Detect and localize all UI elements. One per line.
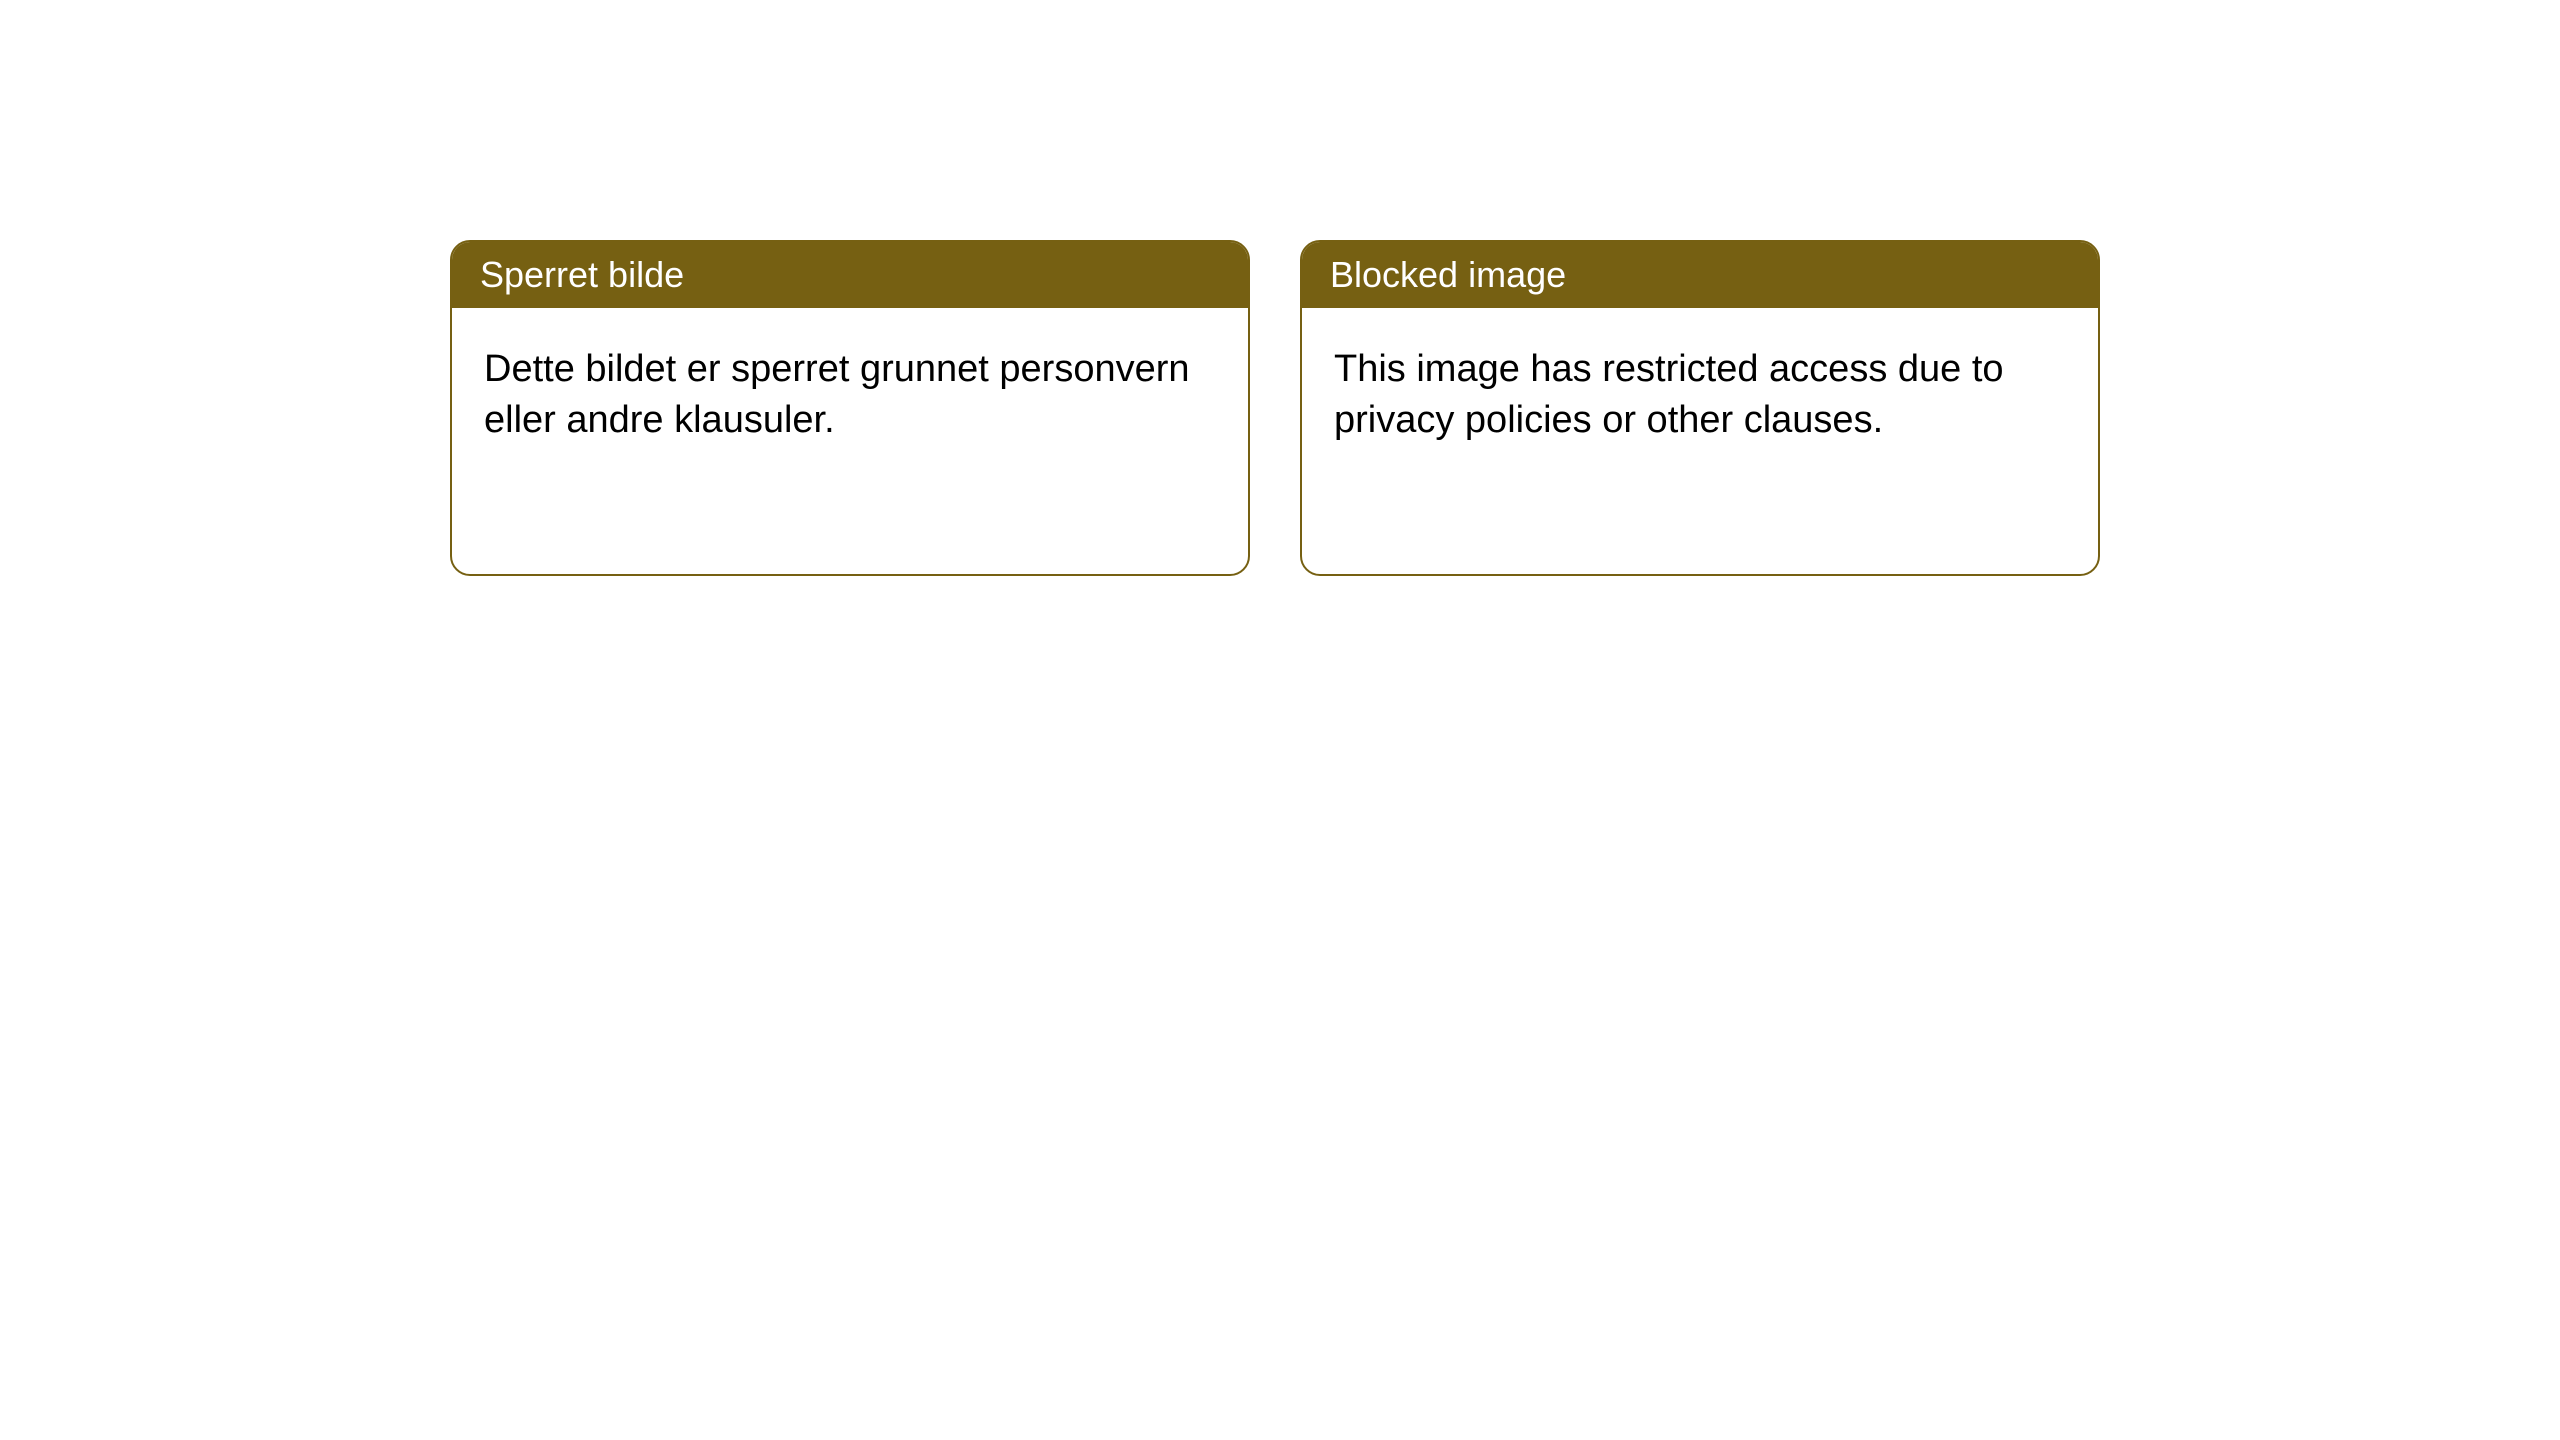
notice-header: Sperret bilde bbox=[452, 242, 1248, 308]
notice-body: This image has restricted access due to … bbox=[1302, 308, 2098, 483]
notice-container: Sperret bilde Dette bildet er sperret gr… bbox=[0, 0, 2560, 576]
notice-body-text: Dette bildet er sperret grunnet personve… bbox=[484, 348, 1190, 441]
notice-box-english: Blocked image This image has restricted … bbox=[1300, 240, 2100, 576]
notice-header: Blocked image bbox=[1302, 242, 2098, 308]
notice-box-norwegian: Sperret bilde Dette bildet er sperret gr… bbox=[450, 240, 1250, 576]
notice-body-text: This image has restricted access due to … bbox=[1334, 348, 2004, 441]
notice-title: Blocked image bbox=[1330, 254, 1566, 295]
notice-title: Sperret bilde bbox=[480, 254, 684, 295]
notice-body: Dette bildet er sperret grunnet personve… bbox=[452, 308, 1248, 483]
